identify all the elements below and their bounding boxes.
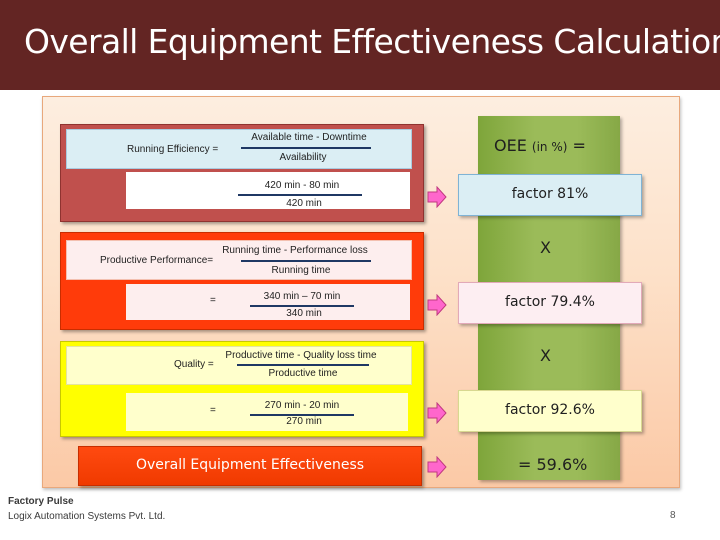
arrow-right-icon (427, 456, 447, 478)
total-oee-label-box: Overall Equipment Effectiveness (78, 446, 422, 486)
footer-brand: Factory Pulse (8, 496, 74, 507)
formula-numerator: Running time - Performance loss (222, 245, 368, 256)
running-efficiency-formula: Running Efficiency = Available time - Do… (66, 129, 412, 169)
fraction-bar (238, 194, 362, 196)
arrow-right-icon (427, 186, 447, 208)
page-title: Overall Equipment Effectiveness Calculat… (24, 22, 720, 61)
footer-company: Logix Automation Systems Pvt. Ltd. (8, 511, 166, 522)
formula-numerator: Productive time - Quality loss time (225, 350, 377, 361)
result-value: factor 92.6% (505, 402, 595, 418)
calc-denominator: 270 min (286, 416, 322, 427)
calc-numerator: 420 min - 80 min (264, 180, 340, 191)
arrow-right-icon (427, 294, 447, 316)
formula-denominator: Running time (271, 265, 331, 276)
oee-label: OEE (in %) = (494, 136, 586, 155)
oee-text: OEE (494, 136, 527, 155)
multiply-sign: X (540, 238, 551, 257)
formula-denominator: Productive time (268, 368, 338, 379)
fraction-bar (237, 364, 369, 366)
calc-prefix: = (210, 405, 216, 416)
calc-numerator: 270 min - 20 min (264, 400, 340, 411)
formula-label: Quality = (174, 359, 214, 370)
page-number: 8 (670, 510, 676, 521)
calc-denominator: 340 min (286, 308, 322, 319)
calc-numerator: 340 min – 70 min (263, 291, 341, 302)
oee-equals: = (572, 136, 586, 155)
formula-numerator: Available time - Downtime (251, 132, 367, 143)
total-oee-value: = 59.6% (518, 455, 588, 474)
running-efficiency-calc: 420 min - 80 min 420 min (126, 172, 410, 209)
quality-calc: = 270 min - 20 min 270 min (126, 393, 408, 431)
title-bar: Overall Equipment Effectiveness Calculat… (0, 0, 720, 90)
result-value: factor 81% (511, 186, 589, 202)
formula-label: Productive Performance= (100, 255, 214, 266)
multiply-sign: X (540, 346, 551, 365)
fraction-bar (250, 305, 354, 307)
result-value: factor 79.4% (505, 294, 595, 310)
oee-unit: (in %) (531, 140, 568, 154)
result-quality: factor 92.6% (458, 390, 642, 432)
result-running-efficiency: factor 81% (458, 174, 642, 216)
formula-denominator: Availability (279, 152, 327, 163)
arrow-right-icon (427, 402, 447, 424)
result-productive-performance: factor 79.4% (458, 282, 642, 324)
calc-prefix: = (210, 295, 216, 306)
calc-denominator: 420 min (286, 198, 322, 209)
fraction-bar (241, 260, 371, 262)
productive-performance-calc: = 340 min – 70 min 340 min (126, 284, 410, 320)
productive-performance-formula: Productive Performance= Running time - P… (66, 240, 412, 280)
fraction-bar (250, 414, 354, 416)
total-label: Overall Equipment Effectiveness (135, 457, 365, 473)
fraction-bar (241, 147, 371, 149)
formula-label: Running Efficiency = (127, 144, 219, 155)
quality-formula: Quality = Productive time - Quality loss… (66, 346, 412, 385)
